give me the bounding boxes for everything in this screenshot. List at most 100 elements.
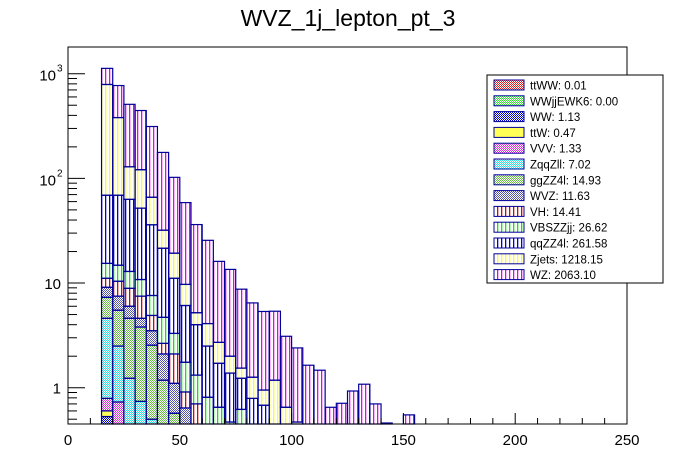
bar-WZ-bin-15	[269, 311, 281, 381]
bar-VH-bin-7	[179, 391, 191, 408]
bar-VH-bin-0	[101, 278, 113, 288]
legend-entry-qqZZ4l: qqZZ4l: 261.58	[493, 237, 607, 251]
bar-qqZZ4l-bin-9	[202, 346, 214, 398]
legend-label: WWjjEWK6: 0.00	[530, 96, 618, 108]
bar-VH-bin-4	[146, 315, 158, 331]
legend: ttWW: 0.01 WWjjEWK6: 0.00 WW: 1.13 ttW: 0.4…	[486, 74, 664, 284]
bar-WZ-bin-6	[168, 177, 180, 254]
bar-qqZZ4l-bin-14	[258, 405, 270, 424]
bar-ggZZ4l-bin-1	[112, 310, 124, 347]
bar-VH-bin-3	[135, 296, 147, 319]
bar-WZ-bin-1	[112, 85, 124, 118]
bar-VBSZZjj-bin-8	[190, 375, 203, 404]
bar-Zjets-bin-6	[168, 253, 180, 279]
series-VH	[101, 278, 203, 424]
legend-swatch	[493, 237, 525, 249]
bar-qqZZ4l-bin-0	[101, 195, 113, 264]
bar-WZ-bin-21	[336, 403, 348, 424]
bar-WVZ-bin-3	[135, 318, 147, 328]
x-tick-label: 50	[171, 432, 188, 449]
bar-WVZ-bin-2	[123, 306, 136, 319]
bar-WZ-bin-10	[213, 261, 225, 343]
bar-qqZZ4l-bin-4	[146, 224, 158, 296]
bar-WZ-bin-11	[224, 269, 236, 357]
bar-qqZZ4l-bin-12	[235, 378, 247, 410]
bar-VH-bin-6	[168, 353, 180, 384]
bar-qqZZ4l-bin-2	[123, 199, 136, 272]
bar-Zjets-bin-8	[190, 312, 203, 325]
legend-label: WZ: 2063.10	[530, 270, 596, 282]
legend-entry-VVV: VVV: 1.33	[493, 142, 581, 156]
legend-swatch	[493, 158, 525, 170]
bar-WZ-bin-24	[369, 403, 382, 424]
bar-outline-WZ-bin-1	[112, 84, 125, 119]
bar-ZqqZll-bin-1	[112, 346, 124, 403]
bar-ggZZ4l-bin-0	[101, 297, 113, 319]
series-ggZZ4l	[101, 297, 180, 424]
bar-VH-bin-1	[112, 281, 124, 297]
bar-WZ-bin-12	[235, 289, 247, 369]
bar-WZ-bin-9	[202, 240, 214, 324]
bar-Zjets-bin-0	[101, 84, 113, 196]
legend-entry-WVZ: WVZ: 11.63	[493, 190, 590, 203]
histogram-bars	[100, 67, 416, 425]
legend-label: ttW: 0.47	[530, 128, 576, 140]
legend-label: ZqqZll: 7.02	[530, 160, 591, 172]
series-ZqqZll	[101, 318, 158, 424]
bar-Zjets-bin-10	[213, 342, 225, 364]
bar-VBSZZjj-bin-7	[179, 362, 191, 392]
legend-swatch	[493, 253, 525, 265]
bar-VVV-bin-1	[112, 402, 124, 424]
bar-Zjets-bin-16	[280, 407, 292, 424]
bar-WZ-bin-18	[302, 365, 314, 424]
bar-Zjets-bin-7	[179, 284, 191, 306]
bar-ZqqZll-bin-2	[123, 378, 136, 424]
bar-qqZZ4l-bin-1	[112, 195, 124, 266]
bar-VBSZZjj-bin-1	[112, 265, 124, 282]
bar-Zjets-bin-12	[235, 368, 247, 379]
bar-WVZ-bin-0	[101, 287, 113, 298]
bar-WZ-bin-19	[313, 370, 326, 424]
bar-WVZ-bin-7	[179, 407, 191, 424]
series-WW	[101, 416, 113, 424]
legend-swatch	[493, 269, 525, 281]
bar-ZqqZll-bin-3	[135, 401, 147, 424]
series-VBSZZjj	[101, 263, 247, 424]
bar-Zjets-bin-3	[135, 169, 147, 209]
bar-WVZ-bin-4	[146, 330, 158, 346]
x-tick-label: 100	[279, 432, 304, 449]
y-tick-exponent: 3	[57, 64, 63, 75]
bar-ggZZ4l-bin-2	[123, 318, 136, 379]
chart-title: WVZ_1j_lepton_pt_3	[241, 5, 456, 31]
legend-entry-VBSZZjj: VBSZZjj: 26.62	[493, 221, 607, 235]
bar-Zjets-bin-2	[123, 166, 136, 200]
series-VVV	[101, 398, 124, 424]
bar-Zjets-bin-15	[269, 380, 281, 424]
bar-Zjets-bin-17	[291, 422, 303, 424]
bar-qqZZ4l-bin-5	[157, 248, 169, 318]
legend-entry-ttW: ttW: 0.47	[493, 126, 576, 140]
legend-swatch	[493, 111, 525, 123]
bar-qqZZ4l-bin-6	[168, 278, 180, 334]
y-tick-label: 10	[39, 172, 56, 189]
legend-label: ttWW: 0.01	[530, 81, 587, 93]
series-WZ	[101, 68, 415, 424]
legend-swatch	[493, 205, 525, 217]
bar-WZ-bin-8	[190, 224, 203, 313]
bar-WZ-bin-17	[291, 347, 303, 423]
bar-VBSZZjj-bin-11	[224, 422, 236, 424]
bar-outline-WZ-bin-0	[100, 67, 114, 86]
legend-swatch	[493, 190, 525, 202]
bar-ttW-bin-0	[101, 410, 113, 417]
bar-WZ-bin-20	[325, 407, 337, 424]
bar-WZ-bin-5	[157, 152, 169, 231]
bar-WVZ-bin-5	[157, 353, 169, 381]
bar-qqZZ4l-bin-13	[246, 398, 259, 424]
x-tick-label: 150	[391, 432, 416, 449]
y-tick-label: 10	[44, 276, 61, 293]
bar-WZ-bin-7	[179, 202, 191, 285]
bar-WZ-bin-14	[258, 311, 270, 391]
bar-ggZZ4l-bin-3	[135, 327, 147, 402]
bar-VBSZZjj-bin-0	[101, 263, 113, 279]
